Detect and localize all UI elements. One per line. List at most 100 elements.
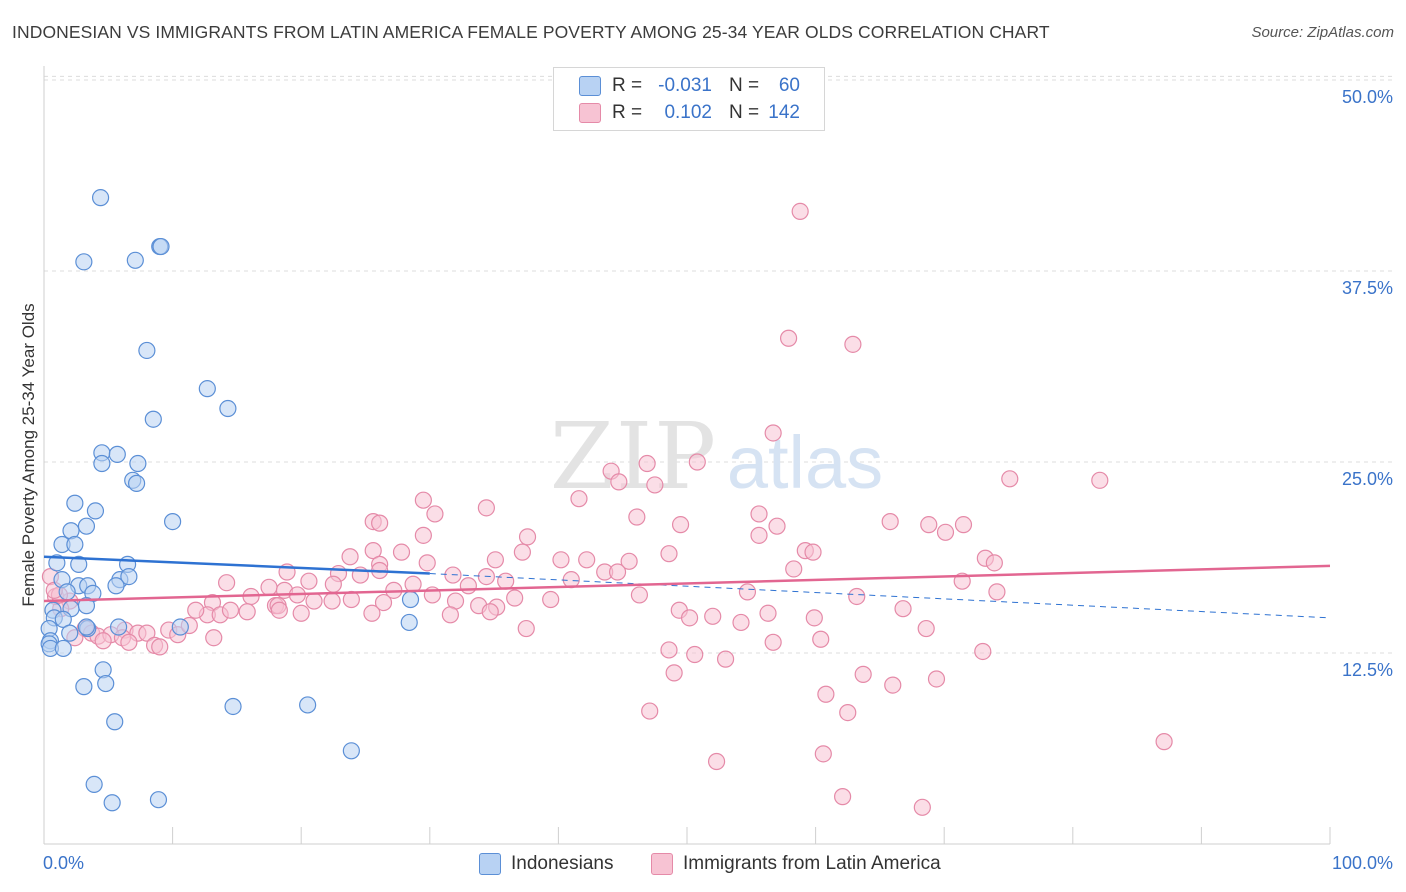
indonesians-point (61, 624, 79, 642)
y-tick-label: 50.0% (1341, 87, 1393, 107)
latin-america-point (884, 676, 902, 694)
latin-america-point (920, 516, 938, 534)
latin-america-point (300, 572, 318, 590)
latin-america-point (323, 592, 341, 610)
axes (43, 66, 1331, 845)
indonesians-point (54, 610, 72, 628)
svg-text:atlas: atlas (727, 421, 883, 504)
latin-america-point (364, 542, 382, 560)
indonesians-point (127, 474, 146, 492)
indonesians-point (86, 502, 105, 520)
latin-america-point (630, 586, 649, 604)
latin-america-point (418, 554, 436, 572)
latin-america-swatch (651, 853, 673, 875)
latin-america-point (817, 685, 835, 703)
latin-america-point (610, 473, 628, 491)
indonesians-point (70, 555, 88, 573)
latin-america-point (917, 619, 935, 638)
indonesians-point (400, 613, 418, 632)
indonesians-point (54, 639, 72, 658)
latin-america-point (854, 665, 872, 683)
indonesians-point (93, 454, 111, 473)
latin-america-point (791, 202, 809, 221)
legend-item-latin-america[interactable]: Immigrants from Latin America (651, 852, 981, 876)
latin-america-point (120, 633, 138, 651)
legend-label: Immigrants from Latin America (683, 853, 941, 874)
latin-america-point (812, 630, 830, 648)
indonesians-point (77, 597, 96, 615)
latin-america-points (41, 202, 1173, 816)
indonesians-trend-extension (429, 573, 1331, 619)
latin-america-point (426, 505, 444, 523)
latin-america-point (759, 604, 777, 622)
latin-america-point (374, 593, 393, 612)
indonesians-point (219, 399, 237, 418)
r-value: 0.102 (664, 102, 712, 123)
latin-america-point (804, 543, 822, 561)
latin-america-point (187, 601, 205, 619)
latin-america-point (732, 613, 750, 632)
latin-america-point (1155, 733, 1173, 751)
indonesians-point (97, 674, 115, 693)
latin-america-point (324, 575, 342, 593)
latin-america-point (497, 572, 515, 590)
latin-america-point (641, 702, 659, 720)
indonesians-point (299, 696, 317, 714)
latin-america-point (542, 590, 560, 609)
indonesians-point (75, 678, 93, 696)
latin-america-point (414, 526, 432, 544)
latin-america-point (805, 609, 823, 627)
latin-america-point (292, 604, 310, 622)
latin-america-point (913, 798, 931, 816)
x-tick-label-max: 100.0% (1331, 853, 1393, 873)
indonesians-swatch (479, 853, 501, 875)
r-label: R = (612, 75, 643, 96)
latin-america-point (513, 543, 531, 561)
latin-america-point (270, 601, 288, 619)
latin-america-point (477, 499, 495, 517)
n-value: 60 (778, 75, 800, 96)
indonesians-point (224, 697, 242, 716)
latin-america-point (680, 609, 699, 627)
latin-america-point (814, 745, 832, 763)
latin-america-point (260, 578, 278, 596)
indonesians-point (164, 512, 182, 531)
latin-america-point (954, 516, 973, 534)
indonesians-point (138, 341, 156, 360)
latin-america-point (894, 600, 912, 618)
latin-america-point (716, 650, 735, 668)
latin-america-swatch (579, 103, 601, 123)
latin-america-point (844, 335, 862, 353)
legend-item-indonesians[interactable]: Indonesians (479, 852, 639, 876)
latin-america-point (881, 512, 899, 531)
chart-title: INDONESIAN VS IMMIGRANTS FROM LATIN AMER… (12, 22, 1050, 42)
y-tick-label: 25.0% (1341, 469, 1393, 489)
latin-america-point (578, 551, 596, 569)
latin-america-point (974, 642, 992, 661)
latin-america-point (221, 601, 240, 619)
latin-america-point (341, 548, 359, 566)
latin-america-point (704, 607, 722, 625)
n-value: 142 (768, 102, 800, 123)
indonesians-point (48, 554, 66, 572)
latin-america-point (305, 592, 323, 610)
indonesians-point (126, 251, 144, 269)
indonesians-point (77, 517, 96, 535)
latin-america-point (936, 523, 955, 541)
indonesians-trend-line (43, 555, 430, 575)
latin-america-point (839, 703, 857, 722)
latin-america-point (205, 629, 223, 647)
x-tick-label-min: 0.0% (43, 853, 85, 873)
chart-source: Source: ZipAtlas.com (1251, 24, 1394, 41)
latin-america-point (665, 664, 683, 682)
latin-america-point (768, 517, 786, 535)
indonesians-point (85, 775, 103, 794)
latin-america-point (518, 528, 537, 546)
indonesians-point (129, 454, 147, 473)
latin-america-point (151, 638, 169, 656)
latin-america-point (927, 670, 946, 688)
latin-america-point (481, 603, 499, 621)
latin-america-point (459, 577, 477, 595)
r-value: -0.031 (658, 75, 712, 96)
